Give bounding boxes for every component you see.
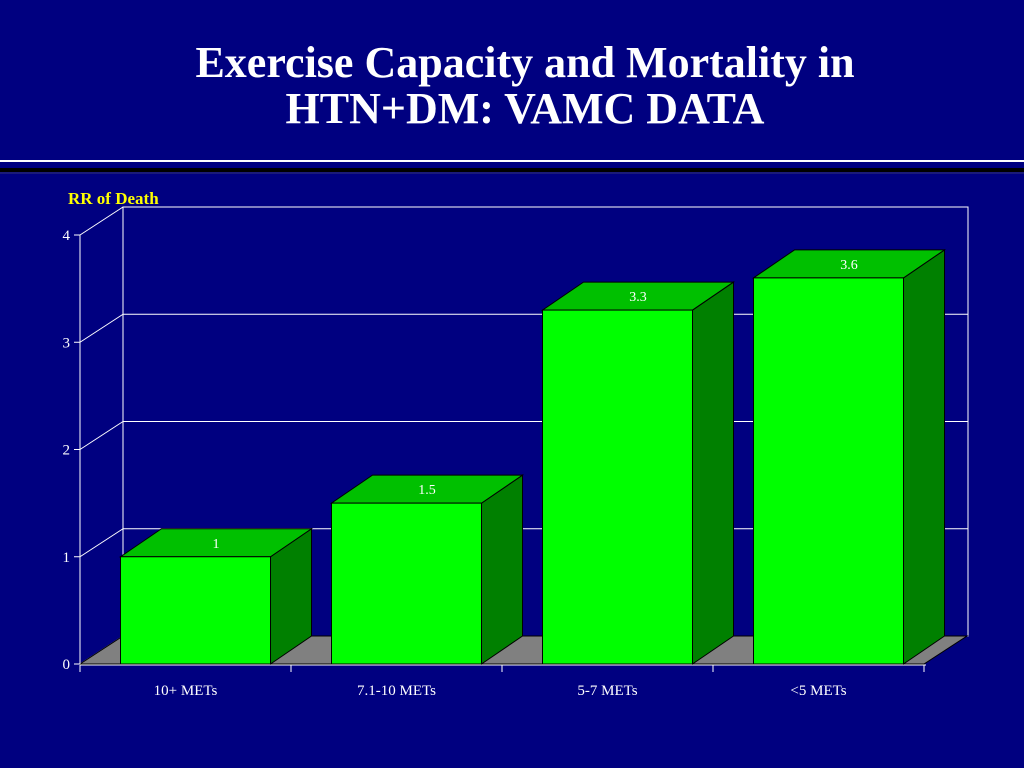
category-label-2: 5-7 METs — [577, 683, 637, 699]
bar-side-1 — [481, 474, 523, 665]
chart-axes — [74, 234, 926, 672]
bar-1 — [329, 474, 525, 665]
slide-title: Exercise Capacity and Mortality in HTN+D… — [40, 40, 1010, 132]
title-divider-shadow — [0, 172, 1024, 174]
y-tick-label-4: 4 — [63, 228, 71, 244]
category-label-1: 7.1-10 METs — [357, 683, 436, 699]
category-label-3: <5 METs — [790, 683, 846, 699]
bar-front-2 — [542, 309, 693, 665]
bar-0 — [118, 527, 314, 665]
y-tick-label-2: 2 — [63, 443, 71, 459]
title-divider-thick — [0, 168, 1024, 172]
bar-front-3 — [753, 277, 904, 665]
gridline-depth-3 — [79, 313, 124, 343]
bar-3 — [751, 248, 947, 665]
data-label-3: 3.6 — [840, 258, 858, 273]
data-label-1: 1.5 — [418, 483, 436, 498]
bar-side-3 — [903, 248, 945, 665]
slide-title-line-2: HTN+DM: VAMC DATA — [285, 84, 765, 133]
y-tick-label-3: 3 — [63, 335, 71, 351]
gridline-depth-1 — [79, 528, 124, 558]
gridline-depth-2 — [79, 421, 124, 450]
category-label-0: 10+ METs — [154, 683, 218, 699]
chart-bars — [118, 248, 947, 665]
y-axis-label: RR of Death — [68, 189, 159, 208]
bar-front-0 — [120, 556, 271, 665]
bar-side-2 — [692, 281, 734, 665]
bar-front-1 — [331, 502, 482, 665]
y-tick-label-0: 0 — [63, 657, 71, 673]
data-label-2: 3.3 — [629, 290, 647, 305]
title-divider-thin — [0, 160, 1024, 162]
data-label-0: 1 — [213, 537, 220, 552]
y-tick-label-1: 1 — [63, 550, 71, 566]
bar-2 — [540, 281, 736, 665]
chart-labels: 0 1 2 3 4 1 10+ METs 1.5 7.1-10 METs 3.3 5-7 METs 3… — [63, 228, 858, 699]
slide-title-line-1: Exercise Capacity and Mortality in — [195, 38, 855, 87]
gridline-depth-4 — [79, 206, 124, 236]
